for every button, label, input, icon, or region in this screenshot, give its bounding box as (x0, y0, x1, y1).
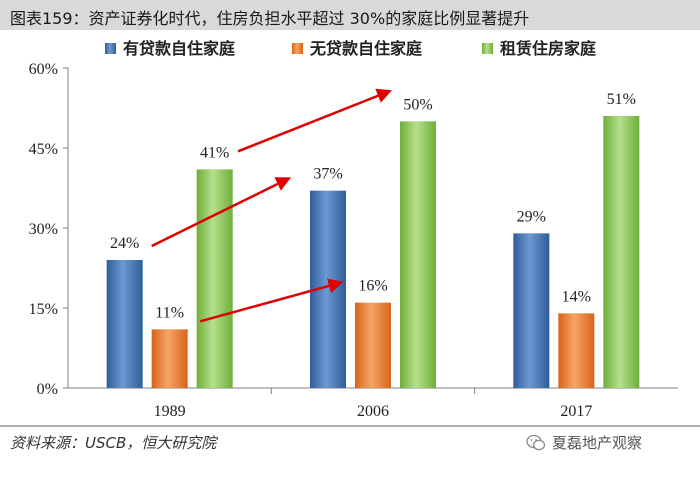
watermark-text: 夏磊地产观察 (552, 434, 643, 452)
trend-arrow (151, 177, 292, 248)
data-label: 11% (155, 304, 184, 321)
source-note: 资料来源：USCB，恒大研究院 (10, 434, 217, 452)
legend: 有贷款自住家庭 无贷款自住家庭 租赁住房家庭 (105, 39, 596, 58)
data-label: 24% (110, 235, 139, 252)
bottom-strip (0, 460, 700, 480)
legend-label: 无贷款自住家庭 (309, 39, 422, 58)
y-tick-label: 30% (29, 221, 58, 238)
x-tick-label: 2017 (560, 403, 592, 420)
bar (106, 260, 143, 388)
data-label: 51% (607, 91, 636, 108)
chart-title: 图表159：资产证券化时代，住房负担水平超过 30%的家庭比例显著提升 (10, 9, 530, 28)
bar (513, 233, 550, 388)
legend-label: 有贷款自住家庭 (123, 39, 235, 58)
wechat-icon (526, 434, 546, 450)
data-label: 37% (313, 166, 342, 183)
legend-swatch (105, 43, 116, 54)
data-label: 16% (358, 278, 387, 295)
data-label: 14% (562, 288, 591, 305)
title-bar: 图表159：资产证券化时代，住房负担水平超过 30%的家庭比例显著提升 (0, 0, 700, 30)
bar (558, 313, 595, 388)
legend-label: 租赁住房家庭 (500, 39, 596, 58)
bar (151, 329, 188, 388)
watermark: 夏磊地产观察 (526, 432, 642, 453)
bar (355, 302, 391, 388)
legend-swatch (292, 43, 303, 54)
trend-arrows (151, 88, 392, 323)
y-tick-label: 45% (29, 141, 58, 158)
legend-swatch (482, 43, 493, 54)
bar (196, 169, 233, 388)
trend-arrow (199, 278, 344, 323)
x-tick-label: 2006 (357, 403, 389, 420)
data-label: 41% (200, 144, 229, 161)
bar (603, 116, 640, 388)
data-labels: 24% 37% 29% 11% 16% 14% 41% 50% 51% (110, 91, 636, 321)
bar-chart: 有贷款自住家庭 无贷款自住家庭 租赁住房家庭 0% 15% 30% 45% 60% 1989 2… (29, 39, 678, 420)
bars (106, 116, 640, 388)
data-label: 29% (517, 208, 546, 225)
bar (400, 121, 436, 388)
footer-rule (0, 425, 700, 427)
trend-arrow (237, 88, 392, 153)
x-tick-label: 1989 (154, 403, 186, 420)
y-tick-label: 15% (29, 301, 58, 318)
y-tick-label: 60% (29, 61, 58, 78)
data-label: 50% (403, 96, 432, 113)
y-tick-label: 0% (37, 381, 58, 398)
